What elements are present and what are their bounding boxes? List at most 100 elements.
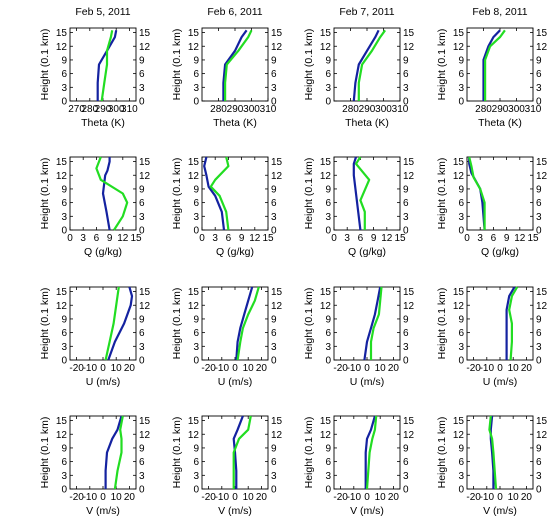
y-tick-label: 15: [453, 287, 465, 298]
y-tick-label-right: 12: [403, 430, 415, 441]
y-tick-label-right: 3: [403, 471, 409, 482]
y-tick-label: 15: [188, 28, 200, 39]
y-tick-label-right: 3: [403, 212, 409, 223]
plot-frame: [466, 415, 534, 490]
x-tick-label: 20: [256, 363, 268, 374]
y-tick-label-right: 9: [536, 55, 542, 66]
y-tick-label: 15: [188, 416, 200, 427]
x-tick-label: 280: [342, 104, 359, 115]
y-tick-label: 0: [61, 356, 67, 367]
x-axis-label: U (m/s): [483, 376, 517, 388]
y-tick-label-right: 3: [271, 471, 277, 482]
y-tick-label: 6: [193, 69, 199, 80]
x-tick-label: 15: [262, 233, 274, 244]
y-tick-label-right: 15: [536, 157, 548, 168]
y-tick-label-right: 15: [271, 28, 283, 39]
x-tick-label: -20: [466, 363, 481, 374]
y-tick-label-right: 15: [403, 28, 415, 39]
x-tick-label: -10: [83, 363, 98, 374]
series-line-blue: [489, 415, 495, 489]
series-line-blue: [363, 286, 382, 361]
y-tick-label-right: 0: [271, 226, 277, 237]
y-tick-label: 9: [458, 55, 464, 66]
y-tick-label: 9: [458, 184, 464, 195]
x-tick-label: 270: [68, 104, 85, 115]
x-tick-label: 12: [514, 233, 526, 244]
y-tick-label: 9: [193, 184, 199, 195]
plot-frame: [201, 27, 269, 102]
y-tick-label: 0: [325, 356, 331, 367]
x-tick-label: 10: [111, 492, 123, 503]
series-line-green: [354, 156, 371, 230]
y-tick-label-right: 12: [271, 42, 283, 53]
series-line-green: [95, 156, 129, 231]
y-tick-label-right: 3: [139, 83, 145, 94]
x-tick-label: 310: [392, 104, 409, 115]
y-tick-label: 3: [61, 83, 67, 94]
series-line-green: [484, 29, 506, 101]
panel-title: Feb 7, 2011: [339, 6, 394, 18]
y-tick-label-right: 0: [403, 485, 409, 496]
y-tick-label-right: 15: [536, 287, 548, 298]
y-tick-label-right: 6: [139, 69, 145, 80]
series-line-green: [104, 286, 120, 361]
x-tick-label: 0: [232, 363, 238, 374]
y-axis-label: Height (0.1 km): [171, 29, 183, 101]
y-tick-label-right: 6: [536, 328, 542, 339]
x-tick-label: -20: [69, 363, 84, 374]
y-tick-label-right: 0: [139, 485, 145, 496]
y-tick-label: 15: [188, 287, 200, 298]
y-tick-label: 15: [320, 287, 332, 298]
y-axis-label: Height (0.1 km): [436, 29, 448, 101]
series-line-blue: [104, 415, 123, 489]
y-tick-label: 12: [56, 42, 68, 53]
x-tick-label: 10: [111, 363, 123, 374]
series-line-blue: [96, 30, 118, 101]
y-tick-label-right: 3: [271, 342, 277, 353]
y-tick-label-right: 15: [403, 416, 415, 427]
x-tick-label: 10: [375, 363, 387, 374]
x-tick-label: 290: [227, 104, 244, 115]
y-tick-label: 6: [325, 328, 331, 339]
y-tick-label: 0: [61, 97, 67, 108]
x-tick-label: 300: [243, 104, 260, 115]
x-tick-label: 6: [94, 233, 100, 244]
x-tick-label: 12: [249, 233, 261, 244]
y-tick-label: 6: [325, 457, 331, 468]
plot-frame: [69, 286, 137, 361]
x-tick-label: 10: [508, 492, 520, 503]
y-tick-label-right: 0: [271, 97, 277, 108]
y-tick-label: 9: [193, 55, 199, 66]
x-axis-label: Q (g/kg): [481, 246, 519, 258]
x-tick-label: 15: [527, 233, 539, 244]
y-tick-label-right: 6: [403, 328, 409, 339]
y-tick-label: 6: [458, 69, 464, 80]
x-tick-label: 6: [358, 233, 364, 244]
y-tick-label-right: 15: [536, 416, 548, 427]
y-tick-label: 0: [193, 485, 199, 496]
x-tick-label: 310: [525, 104, 542, 115]
y-tick-label-right: 9: [139, 184, 145, 195]
series-line-green: [224, 29, 253, 101]
plot-frame: [333, 27, 401, 102]
y-tick-label: 6: [458, 198, 464, 209]
y-tick-label-right: 0: [139, 356, 145, 367]
x-tick-label: 10: [243, 492, 255, 503]
y-tick-label: 15: [56, 416, 68, 427]
y-tick-label: 9: [61, 184, 67, 195]
y-tick-label-right: 9: [403, 443, 409, 454]
x-tick-label: -10: [215, 492, 230, 503]
y-tick-label: 12: [188, 171, 200, 182]
x-axis-label: V (m/s): [350, 505, 384, 517]
y-tick-label: 0: [325, 485, 331, 496]
x-tick-label: 20: [521, 363, 533, 374]
x-tick-label: 20: [124, 363, 136, 374]
y-axis-label: Height (0.1 km): [39, 29, 51, 101]
y-tick-label: 9: [193, 314, 199, 325]
y-tick-label-right: 0: [271, 485, 277, 496]
y-tick-label-right: 3: [536, 212, 542, 223]
y-tick-label-right: 6: [271, 457, 277, 468]
y-tick-label-right: 15: [536, 28, 548, 39]
